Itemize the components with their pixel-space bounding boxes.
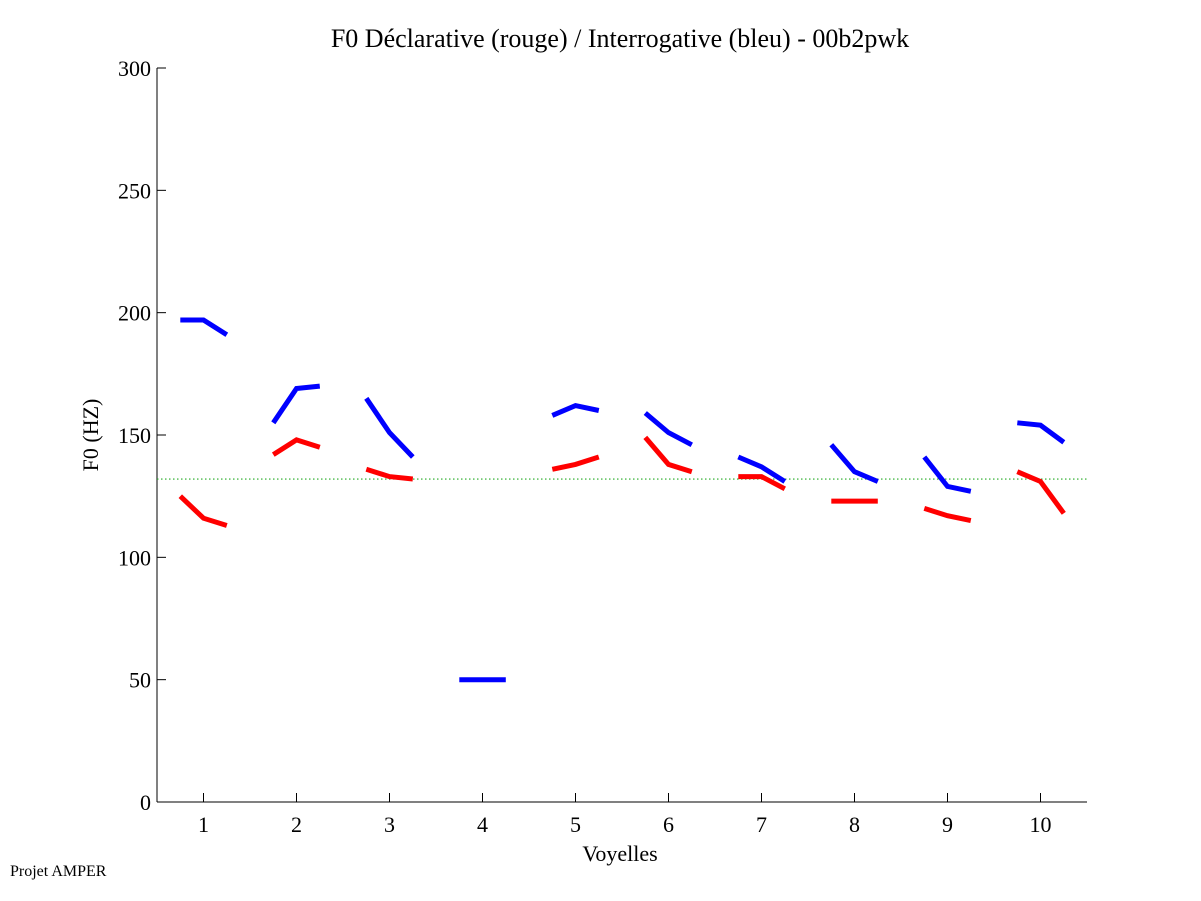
y-tick-label: 100 [118,545,151,570]
interrogative-segment-vowel-7 [737,454,787,484]
y-axis-label: F0 (HZ) [78,399,103,472]
y-tick-label: 0 [140,790,151,815]
x-tick-label: 1 [198,812,209,837]
x-tick-label: 3 [384,812,395,837]
declarative-segment-vowel-3 [365,466,414,482]
series-declarative [178,435,1066,528]
x-axis-label: Voyelles [582,841,657,866]
declarative-segment-vowel-5 [551,454,600,472]
x-tick-label: 7 [756,812,767,837]
x-tick-label: 5 [570,812,581,837]
declarative-segment-vowel-7 [738,474,786,492]
y-tick-label: 200 [118,301,151,326]
interrogative-segment-vowel-2 [271,383,321,425]
footer-credit: Projet AMPER [10,863,107,880]
x-tick-label: 4 [477,812,488,837]
declarative-segment-vowel-6 [643,435,693,475]
y-tick-label: 50 [129,668,151,693]
interrogative-segment-vowel-9 [922,455,972,494]
interrogative-segment-vowel-3 [364,396,415,459]
declarative-segment-vowel-1 [178,494,228,528]
declarative-segment-vowel-9 [923,506,972,524]
x-tick-label: 6 [663,812,674,837]
declarative-segment-vowel-2 [271,437,321,457]
interrogative-segment-vowel-10 [1017,420,1066,445]
interrogative-segment-vowel-6 [643,411,693,448]
y-tick-label: 250 [118,178,151,203]
chart-title: F0 Déclarative (rouge) / Interrogative (… [331,24,909,53]
interrogative-segment-vowel-5 [551,402,600,418]
interrogative-segment-vowel-8 [829,443,879,484]
series-interrogative [180,317,1066,683]
y-tick-label: 150 [118,423,151,448]
axes: 0 50 100 150 200 250 300 1 2 3 4 5 6 7 8 9 10 [118,56,1087,837]
y-tick-label: 300 [118,56,151,81]
series-layer [178,317,1066,683]
declarative-segment-vowel-10 [1016,469,1066,515]
x-tick-label: 9 [942,812,953,837]
interrogative-segment-vowel-1 [180,317,229,337]
x-tick-label: 8 [849,812,860,837]
x-tick-label: 2 [291,812,302,837]
x-tick-label: 10 [1030,812,1052,837]
